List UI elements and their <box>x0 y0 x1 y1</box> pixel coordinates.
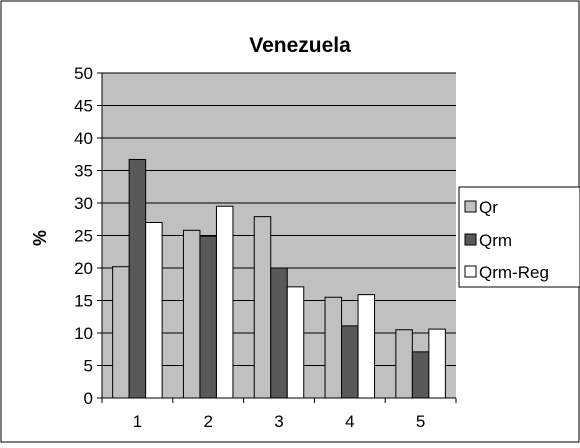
y-tick-label: 50 <box>74 64 93 83</box>
bar-Qrm-1 <box>129 159 146 398</box>
y-tick-label: 30 <box>74 194 93 213</box>
bar-Qrm-Reg-4 <box>358 295 375 398</box>
bar-Qrm-Reg-1 <box>146 223 163 399</box>
x-tick-label: 1 <box>133 412 142 431</box>
y-tick-label: 35 <box>74 162 93 181</box>
y-tick-label: 45 <box>74 97 93 116</box>
plot-area <box>102 73 456 398</box>
bar-Qrm-4 <box>342 326 359 398</box>
bar-Qrm-Reg-3 <box>287 287 304 398</box>
x-tick-label: 4 <box>345 412 354 431</box>
legend-label-Qrm: Qrm <box>479 231 512 250</box>
x-tick-label: 3 <box>274 412 283 431</box>
legend-swatch-Qrm <box>465 234 476 245</box>
bar-Qr-4 <box>325 297 342 398</box>
legend-swatch-Qr <box>465 201 476 212</box>
bar-Qr-1 <box>113 267 129 398</box>
bar-Qrm-2 <box>200 236 217 398</box>
bar-Qrm-Reg-5 <box>429 329 446 398</box>
x-tick-label: 5 <box>416 412 425 431</box>
bar-Qrm-5 <box>412 352 429 398</box>
bar-Qrm-3 <box>271 268 288 398</box>
y-tick-label: 10 <box>74 324 93 343</box>
legend-label-Qr: Qr <box>479 198 498 217</box>
bar-Qrm-Reg-2 <box>216 206 233 398</box>
y-tick-label: 0 <box>84 389 93 408</box>
legend-label-Qrm-Reg: Qrm-Reg <box>479 263 549 282</box>
y-axis-label: % <box>30 230 50 246</box>
y-tick-label: 20 <box>74 259 93 278</box>
bar-Qr-3 <box>254 217 271 398</box>
bar-Qr-2 <box>183 230 200 398</box>
y-tick-label: 40 <box>74 129 93 148</box>
y-tick-label: 25 <box>74 227 93 246</box>
chart-title: Venezuela <box>249 34 351 57</box>
legend-swatch-Qrm-Reg <box>465 266 476 277</box>
legend: Qr Qrm Qrm-Reg <box>459 187 580 287</box>
bar-Qr-5 <box>396 330 413 398</box>
x-tick-label: 2 <box>203 412 212 431</box>
y-tick-label: 5 <box>84 357 93 376</box>
y-tick-label: 15 <box>74 292 93 311</box>
